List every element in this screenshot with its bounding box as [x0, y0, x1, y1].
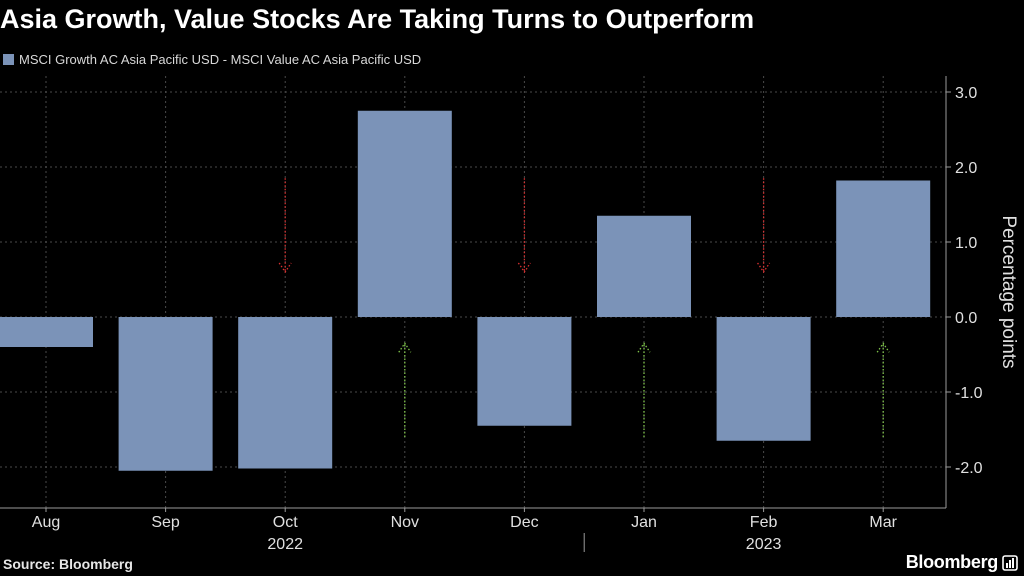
x-tick-label-mar: Mar: [869, 514, 897, 531]
down-arrow-oct-head: [278, 262, 292, 274]
y-tick-label: 1.0: [955, 235, 977, 252]
x-tick-label-jan: Jan: [631, 514, 657, 531]
x-tick-label-dec: Dec: [510, 514, 538, 531]
y-tick-label: -1.0: [955, 385, 983, 402]
down-arrow-dec-head: [517, 262, 531, 274]
y-axis-title: Percentage points: [998, 215, 1019, 368]
bar-sep: [118, 317, 213, 471]
down-arrow-feb-head: [757, 262, 771, 274]
y-tick-label: 0.0: [955, 310, 977, 327]
bar-nov: [357, 110, 452, 317]
x-tick-label-aug: Aug: [32, 514, 60, 531]
y-tick-label: 3.0: [955, 85, 977, 102]
bar-aug: [0, 317, 93, 347]
x-tick-label-oct: Oct: [273, 514, 298, 531]
source-note: Source: Bloomberg: [3, 556, 133, 572]
x-tick-label-nov: Nov: [391, 514, 419, 531]
brand-logo-text: Bloomberg: [905, 552, 999, 572]
legend: MSCI Growth AC Asia Pacific USD - MSCI V…: [3, 52, 421, 67]
up-arrow-mar-head: [876, 342, 890, 353]
chart-title: Asia Growth, Value Stocks Are Taking Tur…: [0, 4, 755, 34]
x-tick-label-sep: Sep: [151, 514, 180, 531]
bloomberg-terminal-icon: [1002, 555, 1018, 571]
legend-swatch: [3, 54, 14, 65]
x-tick-label-feb: Feb: [750, 514, 778, 531]
bar-dec: [477, 317, 572, 426]
year-label-2023: 2023: [746, 536, 782, 553]
up-arrow-nov-head: [398, 342, 412, 353]
legend-label: MSCI Growth AC Asia Pacific USD - MSCI V…: [19, 52, 422, 67]
bar-mar: [836, 180, 931, 317]
bar-layer: [0, 110, 931, 471]
y-tick-label: -2.0: [955, 460, 983, 477]
y-tick-label: 2.0: [955, 160, 977, 177]
bar-feb: [716, 317, 811, 441]
up-arrow-jan-head: [637, 342, 651, 353]
axis-layer: 3.0 2.0 1.0 0.0 -1.0 -2.0 Percentage points Aug…: [0, 76, 1019, 553]
bar-oct: [238, 317, 333, 469]
arrow-layer: [278, 178, 890, 437]
bar-jan: [597, 215, 691, 317]
year-label-2022: 2022: [267, 536, 303, 553]
